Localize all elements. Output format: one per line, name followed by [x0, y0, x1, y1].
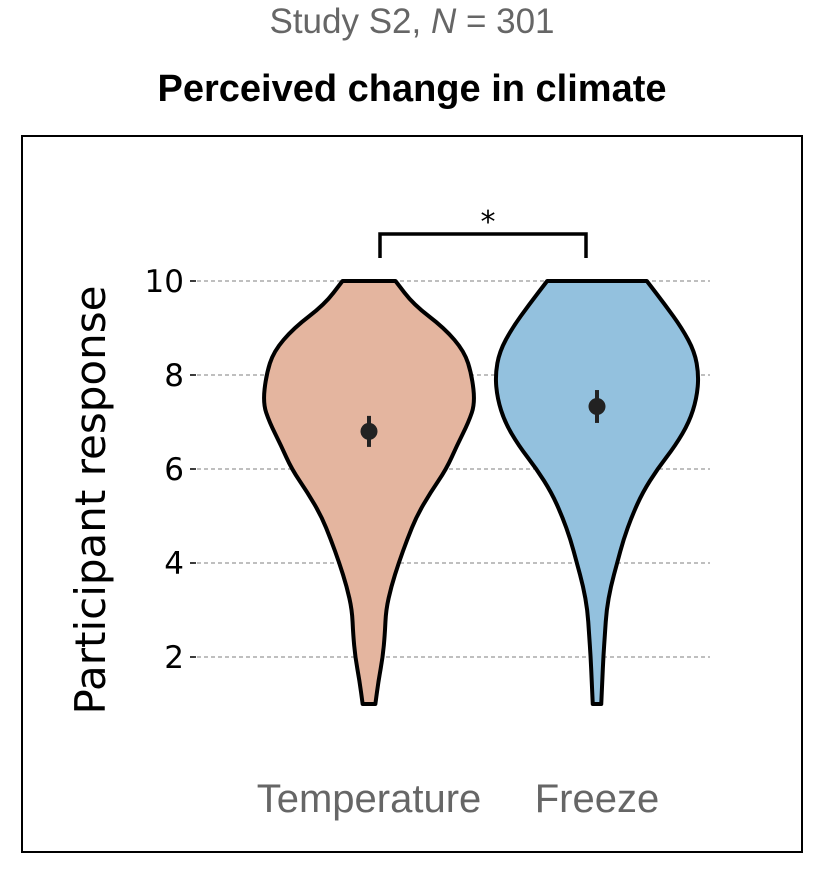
significance-bracket [378, 232, 588, 258]
plot-frame [21, 135, 803, 853]
y-tick-label: 8 [164, 358, 184, 394]
y-tick-label: 2 [164, 640, 184, 676]
violin-temperature [262, 279, 476, 706]
x-tick-label: Temperature [257, 777, 482, 821]
chart-title: Perceived change in climate [157, 68, 667, 110]
y-tick-label: 6 [164, 452, 184, 488]
significance-star: * [481, 205, 496, 240]
y-tick-label: 10 [145, 264, 184, 300]
mean-point [588, 397, 606, 415]
violin-freeze [493, 279, 701, 706]
y-tick-label: 4 [164, 546, 184, 582]
x-tick-label: Freeze [535, 777, 660, 821]
y-axis-label: Participant response [66, 286, 115, 715]
mean-point [360, 422, 378, 440]
chart-subtitle: Study S2, N = 301 [269, 2, 555, 41]
